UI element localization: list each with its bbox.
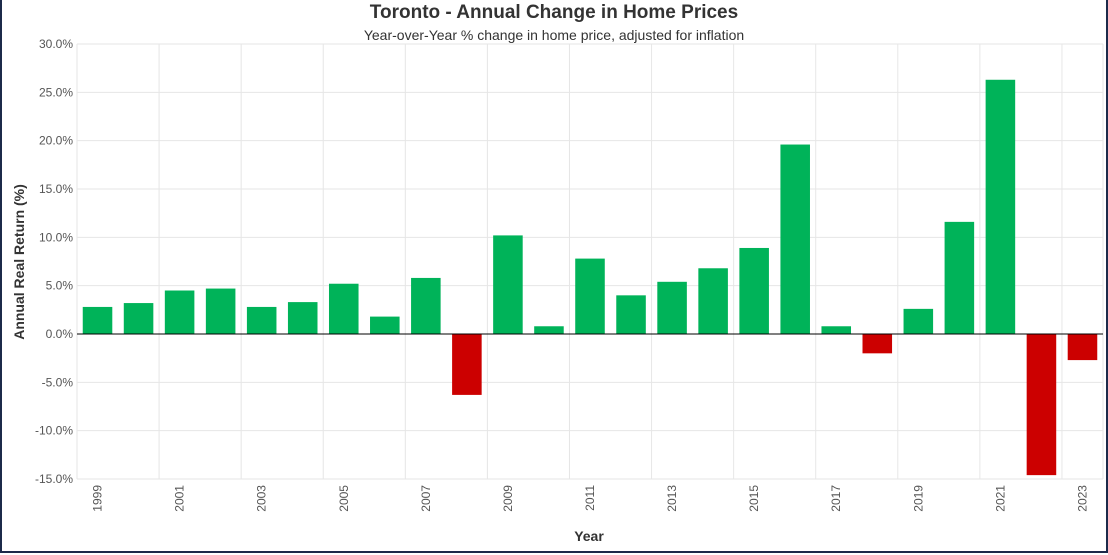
x-tick-label: 2013 xyxy=(665,485,679,512)
bar-2001[interactable] xyxy=(164,290,195,335)
x-tick-label: 2005 xyxy=(337,485,351,512)
bar-2013[interactable] xyxy=(657,281,687,334)
bar-2019[interactable] xyxy=(903,308,934,334)
y-tick-label: 25.0% xyxy=(39,85,73,99)
bar-2022[interactable] xyxy=(1026,334,1057,476)
x-tick-label: 2015 xyxy=(747,485,761,512)
y-tick-label: 15.0% xyxy=(39,182,73,196)
x-tick-label: 2019 xyxy=(911,485,925,512)
bar-2011[interactable] xyxy=(575,258,605,334)
bars xyxy=(77,79,1103,476)
x-tick-label: 2021 xyxy=(993,485,1007,512)
bar-2020[interactable] xyxy=(944,221,975,334)
bar-2010[interactable] xyxy=(534,326,564,334)
bar-2023[interactable] xyxy=(1067,334,1098,361)
bar-2017[interactable] xyxy=(821,326,852,334)
x-axis-title: Year xyxy=(574,528,604,544)
bar-1999[interactable] xyxy=(82,306,113,334)
y-tick-label: 5.0% xyxy=(46,279,74,293)
bar-2007[interactable] xyxy=(411,277,441,334)
y-tick-label: 30.0% xyxy=(39,37,73,51)
y-tick-label: 20.0% xyxy=(39,134,73,148)
bar-2021[interactable] xyxy=(985,79,1016,335)
bar-2006[interactable] xyxy=(370,316,400,334)
bar-2004[interactable] xyxy=(287,302,318,334)
bar-2003[interactable] xyxy=(246,306,277,334)
x-tick-label: 2007 xyxy=(419,485,433,512)
y-axis-ticks: 30.0% 25.0% 20.0% 15.0% 10.0% 5.0% 0.0% -5.0% -1… xyxy=(35,37,73,486)
x-tick-label: 2009 xyxy=(501,485,515,512)
y-tick-label: -5.0% xyxy=(42,375,74,389)
x-tick-label: 2011 xyxy=(583,485,597,511)
bar-2009[interactable] xyxy=(493,235,523,334)
bar-2005[interactable] xyxy=(328,283,359,334)
bar-2002[interactable] xyxy=(205,288,236,334)
y-axis-title: Annual Real Return (%) xyxy=(11,184,27,340)
bar-2008[interactable] xyxy=(452,334,482,395)
bar-2014[interactable] xyxy=(698,268,728,334)
x-tick-label: 2023 xyxy=(1075,485,1089,512)
x-tick-label: 2001 xyxy=(173,485,187,512)
y-tick-label: 10.0% xyxy=(39,230,73,244)
bar-2012[interactable] xyxy=(616,295,646,334)
y-tick-label: -15.0% xyxy=(35,472,73,486)
x-tick-label: 2003 xyxy=(255,485,269,512)
chart-subtitle: Year-over-Year % change in home price, a… xyxy=(363,27,745,43)
y-tick-label: -10.0% xyxy=(35,424,73,438)
bar-2018[interactable] xyxy=(862,334,893,354)
bar-2000[interactable] xyxy=(123,303,154,334)
bar-2015[interactable] xyxy=(739,247,769,334)
x-axis-ticks: 1999 2001 2003 2005 2007 2009 2011 2013 2015 2017… xyxy=(91,485,1090,512)
y-tick-label: 0.0% xyxy=(46,327,74,341)
chart-title: Toronto - Annual Change in Home Prices xyxy=(369,2,739,23)
x-tick-label: 1999 xyxy=(91,485,105,512)
x-tick-label: 2017 xyxy=(829,485,843,512)
bar-2016[interactable] xyxy=(780,144,810,334)
